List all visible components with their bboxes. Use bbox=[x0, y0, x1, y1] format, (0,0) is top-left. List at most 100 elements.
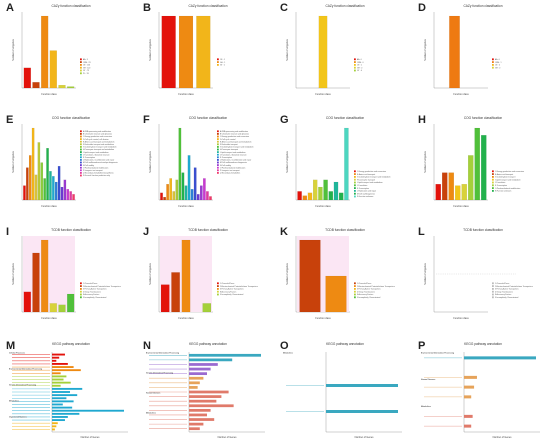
legend-swatch bbox=[354, 288, 356, 290]
panel-letter: E bbox=[6, 114, 14, 126]
group-label: Metabolism bbox=[146, 412, 156, 415]
legend-label: K:Transcription bbox=[495, 184, 507, 187]
bar bbox=[333, 181, 339, 201]
bar bbox=[196, 15, 211, 89]
panel-letter: M bbox=[6, 340, 16, 352]
bar bbox=[163, 197, 166, 201]
chart-panel-c: CAZy function classification Function cla… bbox=[280, 2, 410, 106]
legend-swatch bbox=[80, 166, 82, 169]
legend-swatch bbox=[80, 151, 82, 153]
legend-item: I:Lipid transport and metabolism bbox=[80, 151, 109, 154]
hbar bbox=[52, 419, 65, 422]
legend-item: 4:Group Translocators bbox=[492, 290, 513, 293]
chart-svg-l: TCDB function classification Function cla… bbox=[424, 228, 533, 320]
chart-svg-g: COG function classification Function clas… bbox=[286, 116, 391, 208]
legend-item: GH : 0 bbox=[492, 66, 500, 69]
legend-swatch bbox=[492, 184, 494, 187]
legend-label: N:Cell motility bbox=[83, 164, 94, 167]
bar bbox=[49, 303, 57, 313]
panel-letter: J bbox=[143, 226, 150, 238]
hbar bbox=[52, 391, 70, 393]
legend-item: 2:Electrochemical Potential-driven Trans… bbox=[80, 285, 121, 288]
bar bbox=[23, 291, 31, 313]
legend-label: 3:Primary Active Transporters bbox=[495, 288, 519, 291]
hbar bbox=[189, 427, 200, 431]
chart-svg-b: CAZy function classification Function cla… bbox=[149, 4, 228, 96]
hbar bbox=[189, 353, 261, 357]
bar bbox=[58, 85, 66, 89]
legend-label: 2:Electrochemical Potential-driven Trans… bbox=[495, 285, 533, 288]
legend-swatch bbox=[80, 58, 82, 61]
panel-letter: O bbox=[280, 340, 289, 352]
hbar bbox=[52, 394, 78, 397]
hbar bbox=[326, 410, 398, 413]
legend-item: I:Lipid transport and metabolism bbox=[354, 181, 383, 184]
legend-item: C:Energy production and conversion bbox=[80, 135, 112, 138]
y-axis-label: Number of unigenes bbox=[149, 262, 152, 284]
legend-item: C:Energy production and conversion bbox=[217, 135, 249, 138]
chart-panel-b: CAZy function classification Function cla… bbox=[143, 2, 273, 106]
legend-label: J:Translation bbox=[495, 181, 505, 184]
legend-label: M:Cell wall/membrane biogenesis bbox=[220, 162, 247, 164]
bar bbox=[178, 15, 194, 89]
legend-item: GT : 73 bbox=[80, 69, 89, 72]
legend-label: 4:Group Translocators bbox=[357, 290, 375, 293]
bar bbox=[181, 239, 191, 313]
legend-label: D:Cell cycle control, cell division bbox=[83, 138, 109, 141]
legend-item: A:RNA processing and modification bbox=[80, 130, 111, 133]
legend-item: 9:Incompletely Characterized bbox=[80, 296, 106, 299]
bar bbox=[49, 50, 57, 89]
panel-letter: B bbox=[143, 2, 151, 14]
hbar bbox=[52, 406, 73, 409]
legend-label: E:Amino acid transport and metabolism bbox=[220, 140, 252, 143]
legend-item: GT : 1 bbox=[217, 64, 225, 67]
legend-swatch bbox=[80, 61, 82, 63]
legend-item: I:Lipid transport and metabolism bbox=[492, 178, 521, 181]
legend-label: O:Posttranslational modification bbox=[495, 187, 520, 190]
hbar bbox=[52, 403, 63, 406]
legend-item: 2:Electrochemical Potential-driven Trans… bbox=[492, 285, 533, 288]
legend-label: K:Transcription bbox=[83, 156, 95, 159]
legend-item: B:Chromatin structure and dynamics bbox=[80, 133, 112, 136]
legend-swatch bbox=[492, 173, 494, 175]
group-label: Metabolism bbox=[421, 405, 431, 408]
legend-swatch bbox=[80, 66, 82, 69]
legend-label: F:Nucleotide transport bbox=[220, 143, 238, 146]
legend-swatch bbox=[492, 176, 494, 178]
bar bbox=[171, 272, 180, 313]
chart-svg-m: KEGG pathway annotation Number of Genes Ce… bbox=[9, 342, 128, 439]
legend-item: C:Energy production and conversion bbox=[354, 170, 386, 173]
legend-label: AA : 0 bbox=[495, 58, 500, 61]
legend-label: A:RNA processing and modification bbox=[83, 130, 111, 133]
legend-item: 4:Group Translocators bbox=[354, 290, 375, 293]
legend-item: CBM : 23 bbox=[80, 61, 91, 64]
group-label: Environmental Information Processing bbox=[421, 352, 454, 355]
hbar bbox=[189, 376, 204, 380]
legend-swatch bbox=[217, 293, 219, 296]
group-label: Cellular Processes bbox=[9, 353, 25, 355]
legend-swatch bbox=[80, 288, 82, 290]
bar bbox=[203, 178, 206, 201]
legend-label: C:Energy production and conversion bbox=[495, 170, 524, 173]
legend-label: B:Chromatin structure and dynamics bbox=[220, 133, 249, 136]
chart-panel-m: KEGG pathway annotation Number of Genes Ce… bbox=[6, 340, 136, 444]
panel-letter: I bbox=[6, 226, 10, 238]
legend-swatch bbox=[217, 288, 219, 290]
legend-label: 1:Channels/Pores bbox=[495, 283, 509, 285]
legend-swatch bbox=[492, 187, 494, 189]
legend-item: 3:Primary Active Transporters bbox=[354, 288, 381, 291]
legend-label: I:Lipid transport and metabolism bbox=[83, 151, 109, 154]
legend-swatch bbox=[217, 164, 219, 166]
legend-swatch bbox=[217, 148, 219, 151]
legend-label: GT : 1 bbox=[220, 65, 225, 67]
panel-letter: N bbox=[143, 340, 151, 352]
legend-label: I:Lipid transport and metabolism bbox=[220, 151, 246, 154]
legend-label: O:Posttranslational modification bbox=[83, 166, 108, 169]
bar bbox=[169, 178, 173, 201]
legend-label: N:Cell motility bbox=[220, 164, 231, 167]
y-axis-label: Number of unigenes bbox=[424, 150, 427, 172]
hbar bbox=[52, 425, 57, 428]
legend-swatch bbox=[217, 58, 219, 61]
legend-item: 9:Incompletely Characterized bbox=[492, 296, 518, 299]
bar bbox=[299, 239, 321, 313]
